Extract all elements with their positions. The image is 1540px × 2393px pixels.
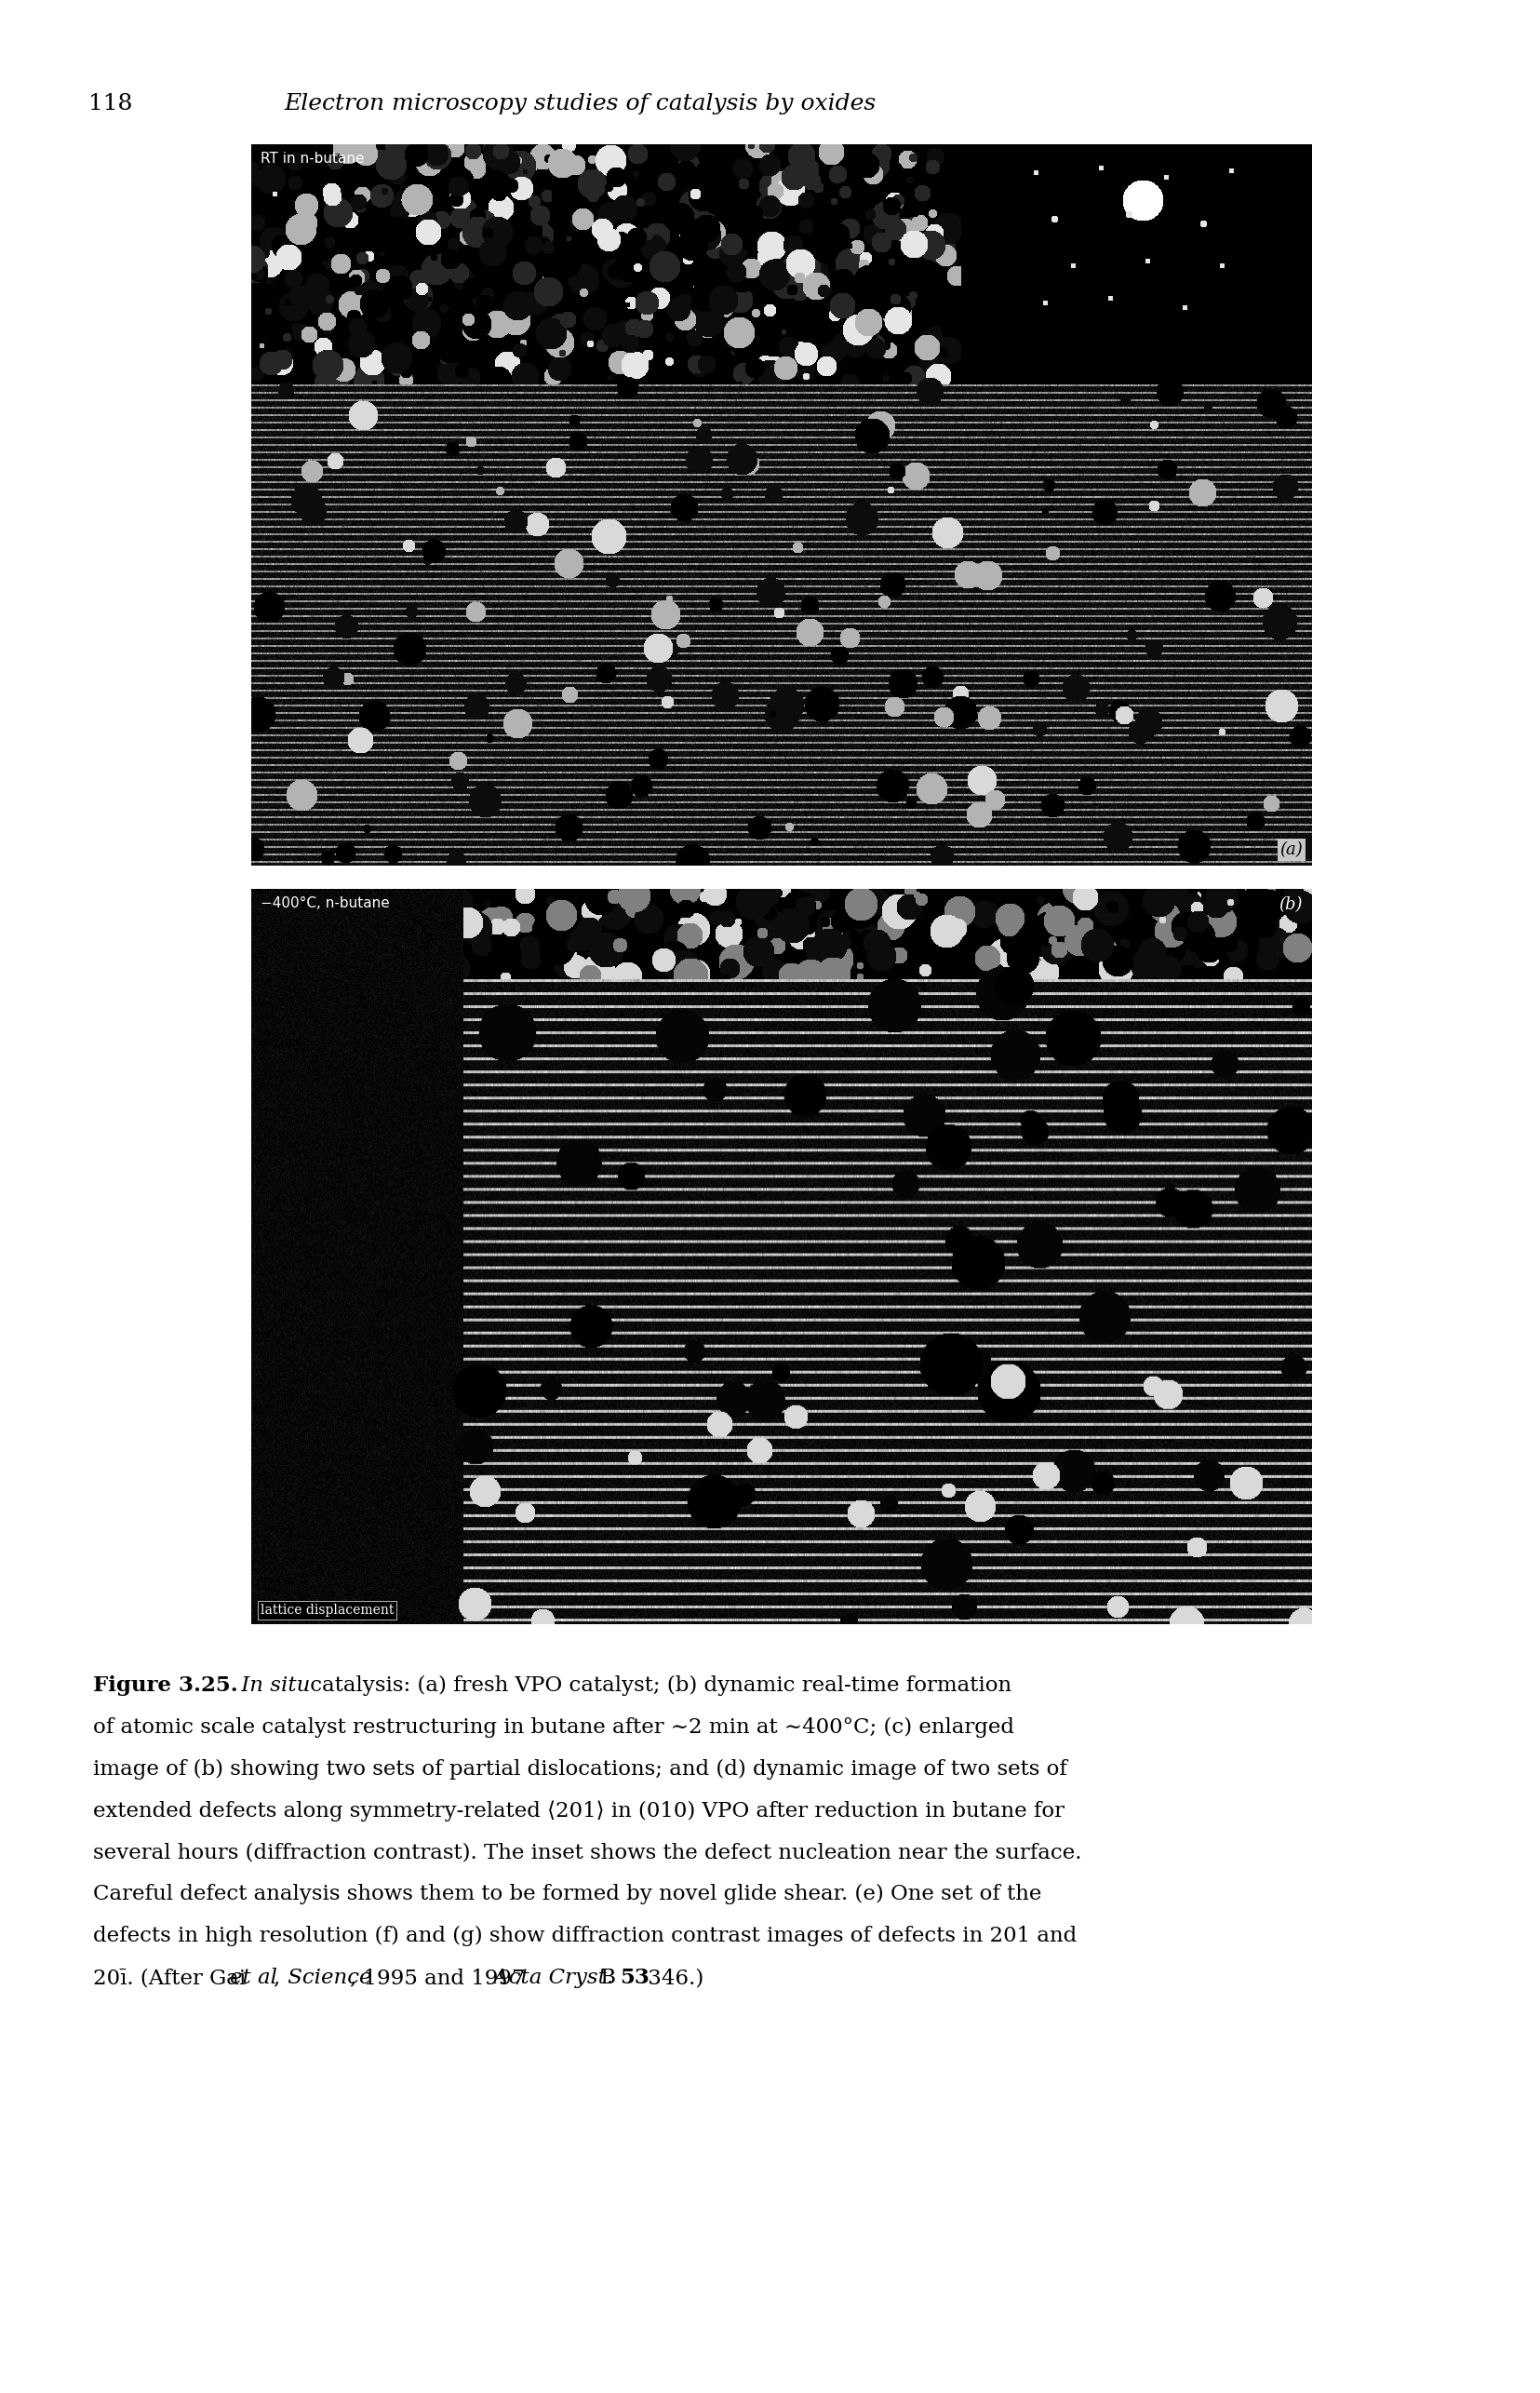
Text: ,: ,: [273, 1967, 280, 1989]
Text: Electron microscopy studies of catalysis by oxides: Electron microscopy studies of catalysis…: [283, 93, 876, 115]
Text: 118: 118: [88, 93, 132, 115]
Text: 53: 53: [619, 1967, 650, 1989]
Text: (b): (b): [1280, 897, 1303, 914]
Text: image of (b) showing two sets of partial dislocations; and (d) dynamic image of : image of (b) showing two sets of partial…: [92, 1759, 1067, 1780]
Text: several hours (diffraction contrast). The inset shows the defect nucleation near: several hours (diffraction contrast). Th…: [92, 1843, 1081, 1862]
Text: defects in high resolution (f) and (g) show diffraction contrast images of defec: defects in high resolution (f) and (g) s…: [92, 1926, 1076, 1946]
Text: , 1995 and 1997: , 1995 and 1997: [350, 1967, 525, 1989]
Text: et al: et al: [229, 1967, 277, 1989]
Text: 20ī. (After Gai: 20ī. (After Gai: [92, 1967, 246, 1989]
Text: Figure 3.25.: Figure 3.25.: [92, 1675, 239, 1697]
Text: extended defects along symmetry-related ⟨201⟩ in (010) VPO after reduction in bu: extended defects along symmetry-related …: [92, 1800, 1064, 1821]
Text: B: B: [594, 1967, 624, 1989]
Text: Science: Science: [282, 1967, 373, 1989]
Text: lattice displacement: lattice displacement: [260, 1603, 394, 1618]
Text: (a): (a): [1280, 842, 1303, 859]
Text: catalysis: (a) fresh VPO catalyst; (b) dynamic real-time formation: catalysis: (a) fresh VPO catalyst; (b) d…: [303, 1675, 1012, 1697]
Text: −400°C, n-butane: −400°C, n-butane: [260, 897, 390, 909]
Text: Acta Cryst.: Acta Cryst.: [487, 1967, 613, 1989]
Text: 346.): 346.): [641, 1967, 704, 1989]
Text: Careful defect analysis shows them to be formed by novel glide shear. (e) One se: Careful defect analysis shows them to be…: [92, 1883, 1041, 1905]
Text: of atomic scale catalyst restructuring in butane after ∼2 min at ∼400°C; (c) enl: of atomic scale catalyst restructuring i…: [92, 1718, 1015, 1737]
Text: RT in n-butane: RT in n-butane: [260, 151, 365, 165]
Text: In situ: In situ: [234, 1675, 310, 1697]
